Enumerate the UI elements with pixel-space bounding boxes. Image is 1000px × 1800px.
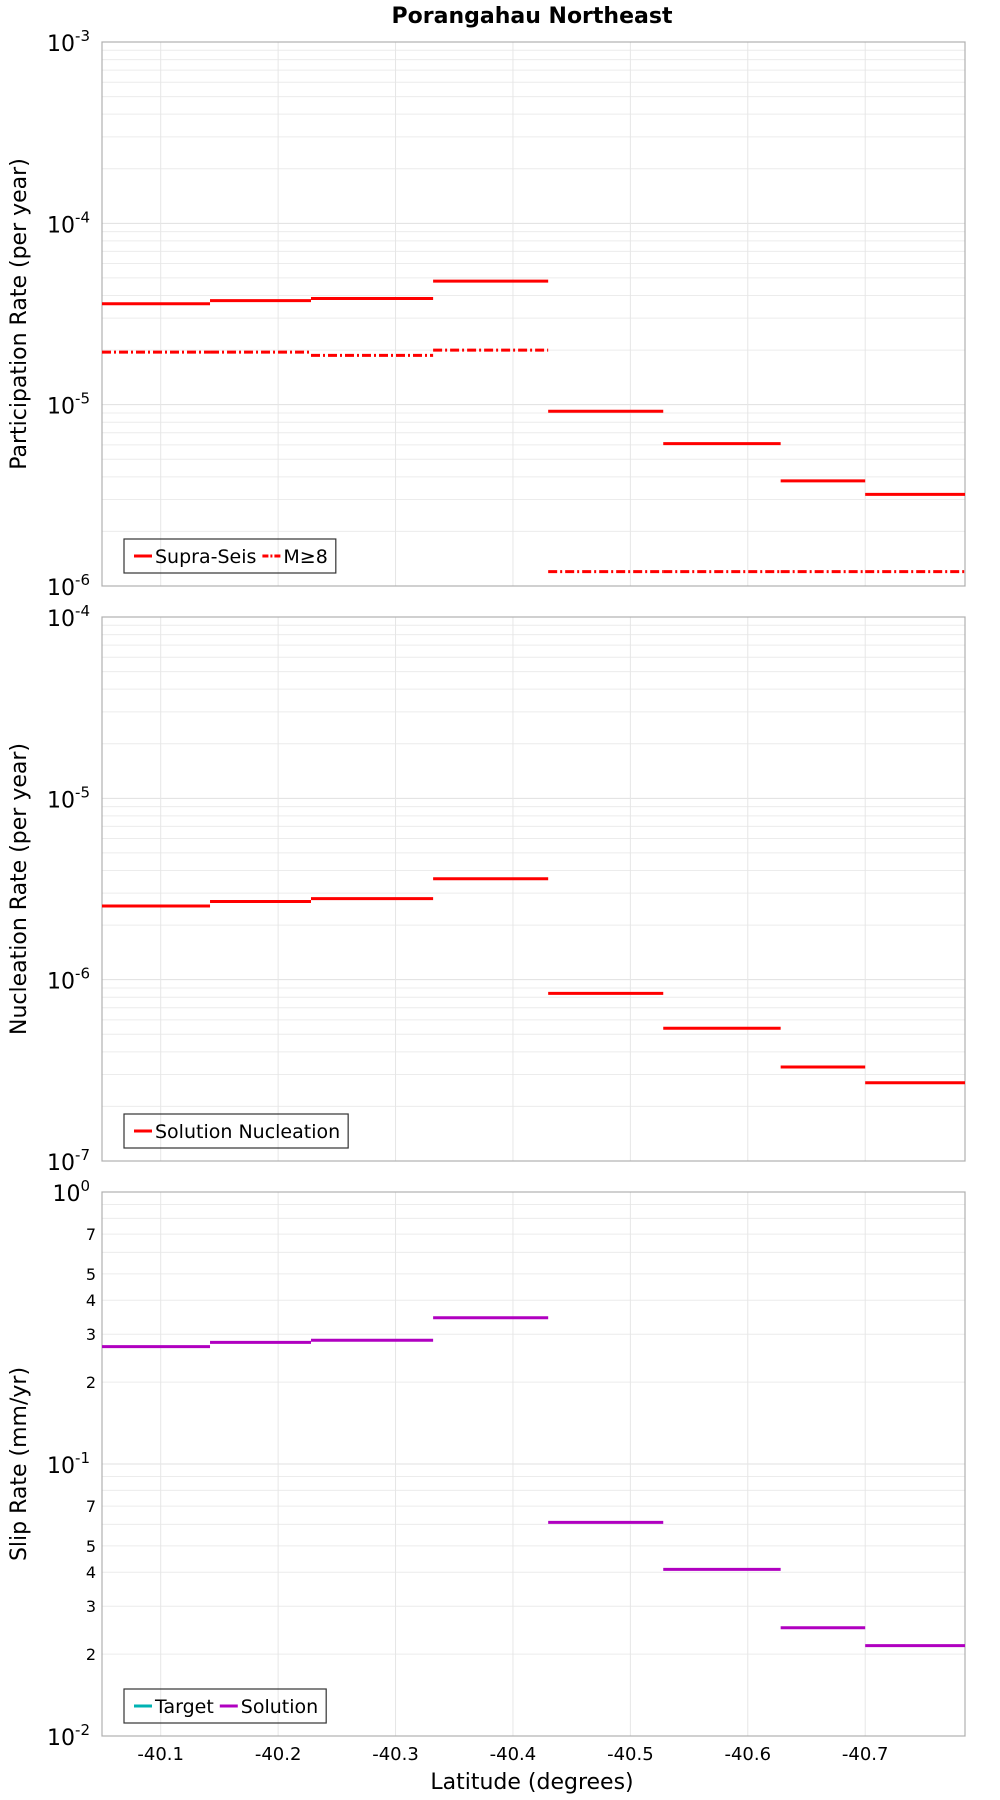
y-tick-exponent: -2: [75, 1721, 90, 1739]
figure-title: Porangahau Northeast: [392, 4, 673, 29]
legend: Solution Nucleation: [123, 1113, 349, 1149]
y-tick-base: 10: [47, 32, 75, 57]
y-minor-tick-label: 7: [86, 1497, 96, 1516]
grid: [102, 1192, 965, 1736]
y-tick-exponent: -5: [75, 783, 90, 801]
x-tick-label: -40.7: [842, 1744, 889, 1765]
y-tick-label: 10-7: [47, 1146, 90, 1176]
y-axis-label: Participation Rate (per year): [7, 158, 32, 470]
series-supra-seis: [102, 279, 965, 496]
y-tick-label: 10-2: [47, 1721, 90, 1751]
x-tick-label: -40.2: [255, 1744, 302, 1765]
legend: Supra-Seis M≥8: [123, 538, 337, 574]
legend-label: Supra-Seis: [155, 546, 256, 568]
legend-frame: [123, 538, 337, 574]
y-tick-base: 10: [47, 607, 75, 632]
series-solution-nucleation: [102, 877, 965, 1085]
y-tick-exponent: -4: [75, 208, 90, 226]
y-tick-base: 10: [47, 1726, 75, 1751]
y-tick-label: 10-3: [47, 27, 90, 57]
x-axis-label: Latitude (degrees): [430, 1770, 633, 1795]
plot-frame: [101, 616, 966, 1162]
y-tick-base: 10: [47, 395, 75, 420]
y-tick-exponent: -3: [75, 27, 90, 45]
y-tick-label: 10-5: [47, 783, 90, 813]
y-tick-exponent: -6: [75, 965, 90, 983]
grid: [102, 617, 965, 1161]
legend-label: Target: [154, 1696, 214, 1718]
y-minor-tick-label: 2: [86, 1373, 96, 1392]
x-tick-label: -40.4: [490, 1744, 537, 1765]
x-ticks: -40.1 -40.2 -40.3 -40.4 -40.5 -40.6 -40.7: [137, 1744, 888, 1765]
y-tick-label: 10-4: [47, 208, 90, 238]
y-tick-base: 10: [47, 1454, 75, 1479]
y-tick-exponent: -5: [75, 390, 90, 408]
y-tick-exponent: 0: [80, 1177, 90, 1195]
y-minor-tick-label: 7: [86, 1225, 96, 1244]
plot-frame: [101, 1191, 966, 1737]
y-minor-tick-label: 3: [86, 1325, 96, 1344]
y-minor-tick-label: 4: [86, 1563, 96, 1582]
y-tick-base: 10: [47, 788, 75, 813]
y-minor-tick-label: 5: [86, 1265, 96, 1284]
y-axis-label: Slip Rate (mm/yr): [7, 1367, 32, 1561]
series-m-8: [102, 348, 965, 574]
y-minor-tick-label: 3: [86, 1597, 96, 1616]
legend-frame: [123, 1113, 349, 1149]
x-tick-label: -40.6: [724, 1744, 771, 1765]
y-tick-base: 10: [47, 970, 75, 995]
y-tick-label: 100: [52, 1177, 90, 1207]
y-tick-label: 10-6: [47, 965, 90, 995]
y-minor-tick-label: 4: [86, 1291, 96, 1310]
y-tick-label: 10-5: [47, 390, 90, 420]
y-tick-base: 10: [47, 1151, 75, 1176]
y-minor-tick-label: 5: [86, 1537, 96, 1556]
y-tick-label: 10-4: [47, 602, 90, 632]
x-tick-label: -40.5: [607, 1744, 654, 1765]
y-tick-label: 10-1: [47, 1449, 90, 1479]
y-tick-exponent: -4: [75, 602, 90, 620]
legend-label: M≥8: [283, 546, 327, 568]
y-tick-exponent: -1: [75, 1449, 90, 1467]
y-minor-tick-label: 2: [86, 1645, 96, 1664]
x-tick-label: -40.3: [372, 1744, 419, 1765]
y-tick-base: 10: [47, 576, 75, 601]
x-tick-label: -40.1: [137, 1744, 184, 1765]
legend-label: Solution: [241, 1696, 318, 1718]
grid: [102, 42, 965, 586]
plot-frame: [101, 41, 966, 587]
y-tick-label: 10-6: [47, 571, 90, 601]
legend-label: Solution Nucleation: [155, 1121, 340, 1143]
y-tick-base: 10: [52, 1182, 80, 1207]
y-tick-exponent: -7: [75, 1146, 90, 1164]
y-axis-label: Nucleation Rate (per year): [7, 743, 32, 1035]
y-tick-base: 10: [47, 213, 75, 238]
legend-frame: [123, 1688, 327, 1724]
y-tick-exponent: -6: [75, 571, 90, 589]
series-solution: [102, 1316, 965, 1648]
legend: Target Solution: [123, 1688, 327, 1724]
